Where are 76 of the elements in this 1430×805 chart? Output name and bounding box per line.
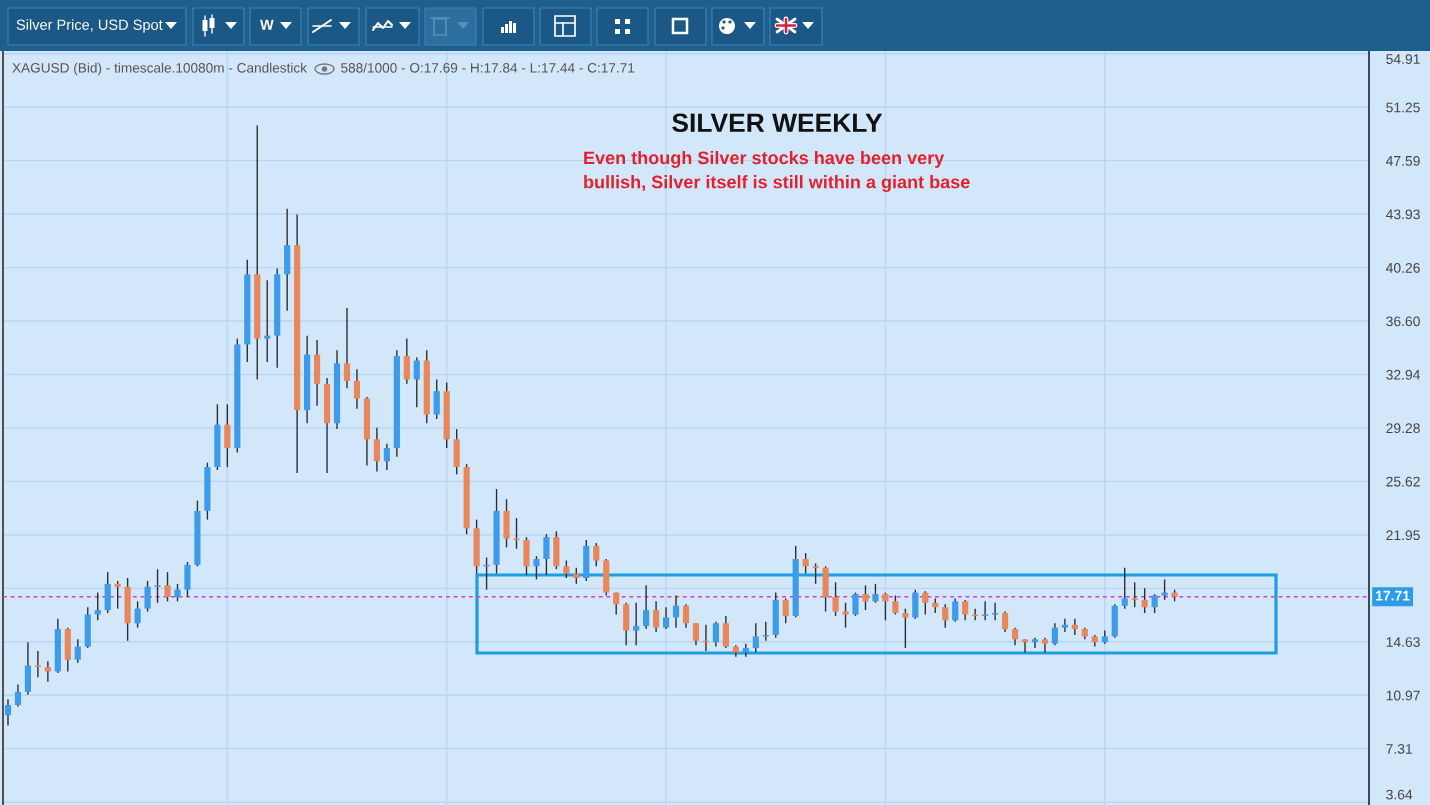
candlestick [633,602,640,646]
candlestick [114,580,121,610]
candlestick [1141,587,1148,614]
candlestick [533,555,540,581]
candlestick [1131,581,1138,608]
candlestick [862,584,869,611]
candlestick [1041,637,1049,654]
candlestick [692,622,700,646]
text: Silver Price, USD Spot [16,19,163,33]
text: XAGUSD (Bid) - timescale.10080m - Candlestick [12,62,308,76]
candlestick [643,584,650,630]
y-tick-label: 54.91 [1386,54,1420,64]
y-tick-label: 51.25 [1386,102,1420,113]
candlestick [852,591,859,617]
candlestick [942,603,949,629]
candlestick [1121,567,1128,610]
candlestick [922,590,929,616]
candlestick [593,542,600,568]
candlestick [403,337,410,385]
candlestick [812,562,819,585]
candlestick [882,591,889,622]
candlestick [134,600,141,629]
candlestick [802,552,809,575]
y-tick-label: 43.93 [1385,209,1420,220]
y-tick-label: 25.62 [1386,476,1420,487]
candlestick [413,356,420,408]
candlestick [782,597,789,624]
annotation: 588/1000 - O:17.69 - H:17.84 - L:17.44 - C:17.71 [341,62,635,73]
candlestick [353,368,361,410]
y-tick-label: 14.63 [1386,637,1420,647]
candlestick [144,580,151,613]
ref-line-label: 17.71 [1376,590,1410,601]
candlestick [1151,593,1158,614]
y-tick-label: 36.60 [1386,316,1420,327]
candlestick [433,378,440,420]
candlestick [1001,610,1009,633]
candlestick [662,606,670,630]
candlestick [832,581,839,617]
y-tick-label: 40.26 [1385,262,1420,273]
y-tick-label: 3.64 [1386,789,1413,800]
candlestick [264,279,271,363]
candlestick [1021,638,1029,654]
candlestick [373,426,380,473]
candlestick [74,638,81,664]
text: W [260,19,274,30]
candlestick [343,307,351,389]
y-tick-label: 29.28 [1386,423,1420,434]
annotation: Even though Silver stocks have been very bullish, Silver itself is still within a giant base [584,151,970,193]
candlestick [383,442,390,471]
y-tick-label: 21.95 [1386,530,1420,541]
candlestick [154,568,161,604]
candlestick [543,533,550,576]
candlestick [712,621,719,648]
candlestick [982,600,989,622]
candlestick [672,594,680,629]
candlestick [1051,622,1059,646]
candlestick [682,603,690,629]
candlestick [1061,618,1068,633]
candlestick [952,597,959,623]
candlestick [972,607,979,622]
y-tick-label: 47.59 [1385,155,1420,166]
candlestick [892,594,899,616]
text: SILVER WEEKLY [672,113,883,133]
y-tick-label: 7.31 [1386,743,1413,754]
candlestick [722,615,729,649]
candlestick [1031,637,1039,649]
candlestick [653,600,660,633]
candlestick [14,683,22,708]
candlestick [752,622,759,654]
y-tick-label: 10.97 [1386,690,1420,701]
candlestick [962,599,969,622]
candlestick [164,571,171,603]
candlestick [1161,578,1168,601]
y-tick-label: 32.94 [1386,369,1421,380]
candlestick [872,583,879,604]
candlestick [224,403,231,468]
